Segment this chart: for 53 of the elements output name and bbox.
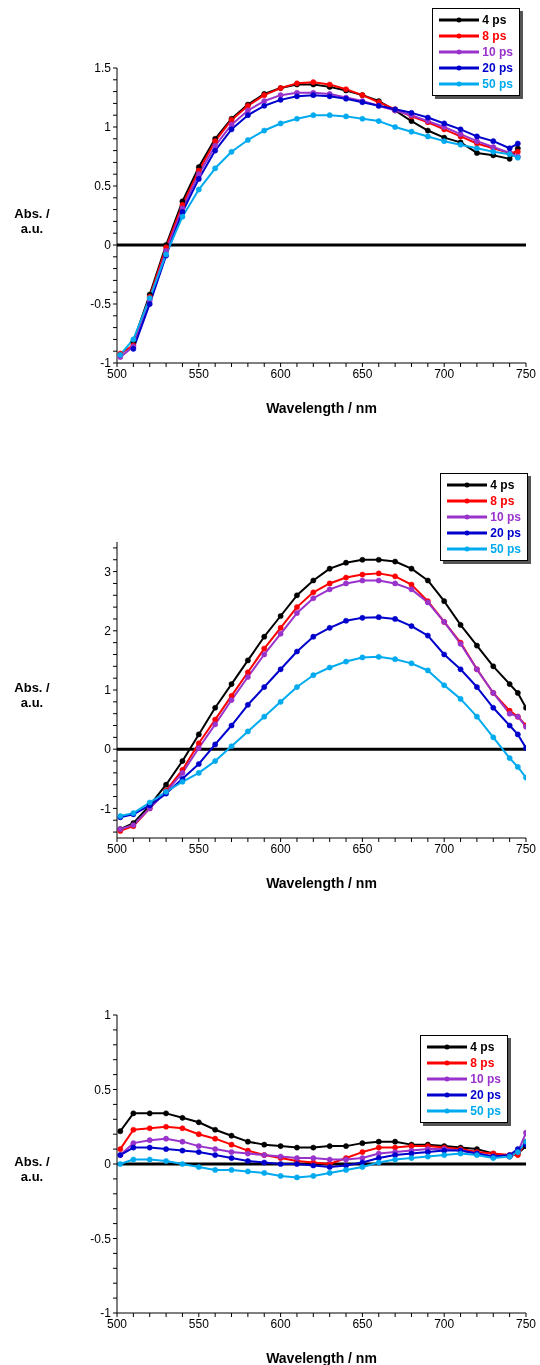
x-tick-label: 550 bbox=[188, 841, 210, 856]
y-tick-label: 0 bbox=[104, 238, 112, 253]
x-tick-label: 750 bbox=[515, 366, 537, 381]
x-tick-label: 650 bbox=[352, 1316, 373, 1331]
y-tick-label: -0.5 bbox=[90, 1231, 112, 1246]
y-tick-label: 0 bbox=[104, 1157, 112, 1172]
x-tick-label: 750 bbox=[515, 1316, 537, 1331]
y-tick-label: 2 bbox=[104, 624, 112, 639]
x-tick-label: 700 bbox=[434, 841, 455, 856]
x-tick-label: 500 bbox=[106, 366, 128, 381]
x-tick-label: 700 bbox=[434, 1316, 455, 1331]
x-tick-label: 700 bbox=[434, 366, 455, 381]
y-tick-label: -0.5 bbox=[90, 297, 112, 312]
x-tick-label: 750 bbox=[515, 841, 537, 856]
y-tick-label: 1 bbox=[104, 683, 112, 698]
legend-label: 10 ps bbox=[470, 1072, 501, 1086]
legend-label: 50 ps bbox=[490, 542, 521, 556]
y-tick-label: 1 bbox=[104, 1008, 112, 1023]
y-tick-label: 1.5 bbox=[94, 61, 112, 76]
legend-label: 4 ps bbox=[490, 478, 515, 492]
x-tick-label: 500 bbox=[106, 1316, 128, 1331]
x-tick-label: 500 bbox=[106, 841, 128, 856]
legend-label: 50 ps bbox=[482, 77, 513, 91]
x-tick-label: 650 bbox=[352, 366, 373, 381]
y-tick-label: 1 bbox=[104, 120, 112, 135]
y-tick-label: 0.5 bbox=[94, 179, 112, 194]
x-tick-label: 600 bbox=[270, 366, 291, 381]
y-tick-label: 0 bbox=[104, 742, 112, 757]
y-tick-label: 3 bbox=[104, 564, 112, 579]
y-tick-label: -1 bbox=[100, 801, 112, 816]
legend-label: 20 ps bbox=[482, 61, 513, 75]
x-tick-label: 650 bbox=[352, 841, 373, 856]
legend-label: 4 ps bbox=[470, 1040, 495, 1054]
legend-label: 10 ps bbox=[482, 45, 513, 59]
legend-label: 8 ps bbox=[482, 29, 507, 43]
legend-label: 8 ps bbox=[490, 494, 515, 508]
x-tick-label: 600 bbox=[270, 841, 291, 856]
x-axis-title: Wavelength / nm bbox=[266, 400, 377, 416]
legend-label: 50 ps bbox=[470, 1104, 501, 1118]
y-axis-title: Abs. / a.u. bbox=[13, 680, 51, 710]
y-axis-title: Abs. / a.u. bbox=[13, 205, 51, 236]
x-axis-title: Wavelength / nm bbox=[266, 875, 377, 891]
x-tick-label: 600 bbox=[270, 1316, 291, 1331]
legend-label: 8 ps bbox=[470, 1056, 495, 1070]
x-tick-label: 550 bbox=[188, 366, 210, 381]
legend-label: 20 ps bbox=[470, 1088, 501, 1102]
y-axis-title: Abs. / a.u. bbox=[13, 1154, 51, 1184]
y-tick-label: 0.5 bbox=[94, 1082, 112, 1097]
legend-label: 20 ps bbox=[490, 526, 521, 540]
legend-label: 10 ps bbox=[490, 510, 521, 524]
legend-label: 4 ps bbox=[482, 13, 507, 27]
x-axis-title: Wavelength / nm bbox=[266, 1350, 377, 1365]
x-tick-label: 550 bbox=[188, 1316, 210, 1331]
